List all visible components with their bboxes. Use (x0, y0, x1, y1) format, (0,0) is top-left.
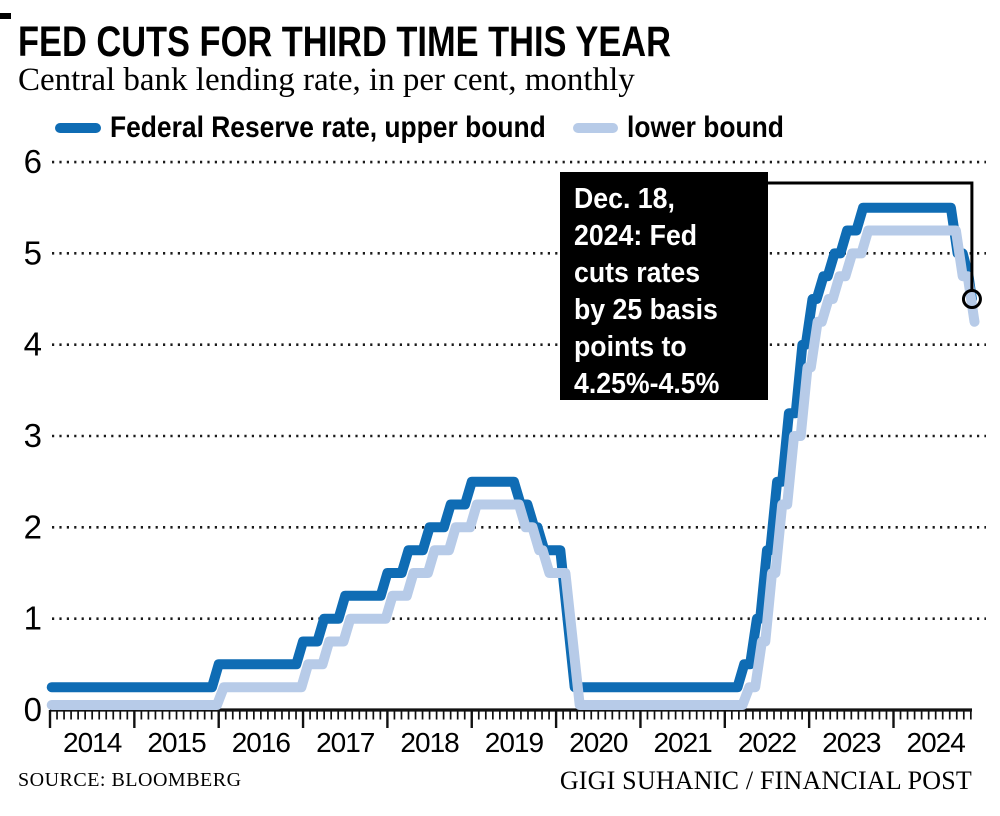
annotation-line: 4.25%-4.5% (574, 368, 720, 400)
top-left-rule-mark (0, 13, 11, 19)
upper-bound-line (46, 202, 977, 693)
chart-subtitle: Central bank lending rate, in per cent, … (18, 62, 635, 98)
y-axis-label: 0 (24, 691, 42, 728)
x-year-label: 2016 (232, 727, 291, 758)
y-axis-label: 3 (24, 417, 42, 454)
y-axis-label: 4 (24, 326, 42, 363)
legend-label-lower-bound: lower bound (627, 111, 784, 144)
y-axis-label: 1 (24, 600, 42, 637)
end-marker-circle (961, 289, 982, 310)
lower-bound-line (46, 225, 980, 710)
x-year-label: 2021 (653, 727, 712, 758)
y-axis-label: 6 (24, 143, 42, 180)
legend-swatch-upper-bound (55, 123, 101, 133)
y-axis-label: 2 (24, 508, 42, 545)
x-year-label: 2022 (738, 727, 797, 758)
x-year-label: 2014 (63, 727, 122, 758)
annotation-line: 2024: Fed (574, 220, 698, 252)
source-credit: SOURCE: BLOOMBERG (18, 769, 242, 791)
x-year-label: 2018 (400, 727, 459, 758)
x-year-label: 2015 (147, 727, 206, 758)
legend-label-upper-bound: Federal Reserve rate, upper bound (110, 111, 546, 144)
annotation-line: cuts rates (574, 257, 701, 289)
y-axis-label: 5 (24, 234, 42, 271)
x-year-label: 2023 (822, 727, 881, 758)
x-year-label: 2019 (485, 727, 544, 758)
page-title: FED CUTS FOR THIRD TIME THIS YEAR (18, 18, 671, 66)
annotation-line: points to (574, 331, 687, 363)
author-credit: GIGI SUHANIC / FINANCIAL POST (559, 766, 972, 795)
x-year-label: 2017 (316, 727, 375, 758)
annotation-line: Dec. 18, (574, 183, 675, 215)
annotation-callout-box: Dec. 18, 2024: Fed cuts rates by 25 basi… (560, 172, 768, 400)
callout-connector (768, 181, 974, 291)
annotation-line: by 25 basis (574, 294, 718, 326)
legend-swatch-lower-bound (573, 123, 618, 133)
x-year-label: 2020 (569, 727, 628, 758)
x-year-label: 2024 (907, 727, 966, 758)
